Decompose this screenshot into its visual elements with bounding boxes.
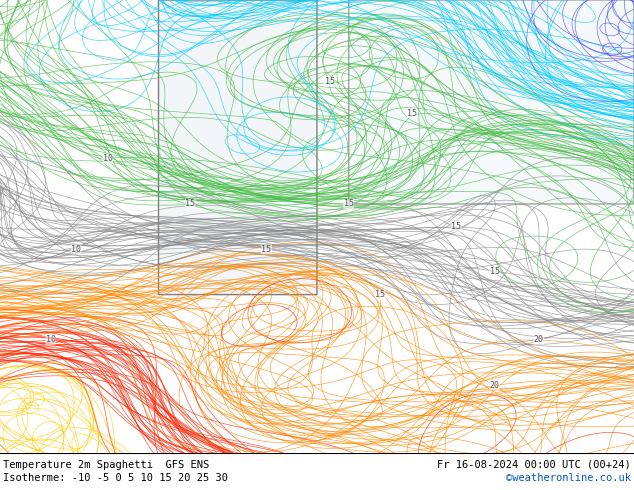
Text: 15: 15 [407, 109, 417, 118]
Text: 15: 15 [451, 222, 462, 231]
Text: 10: 10 [46, 336, 56, 344]
Text: 10: 10 [71, 245, 81, 254]
Text: Temperature 2m Spaghetti  GFS ENS: Temperature 2m Spaghetti GFS ENS [3, 460, 209, 470]
Text: 10: 10 [103, 154, 113, 163]
Text: ©weatheronline.co.uk: ©weatheronline.co.uk [506, 473, 631, 483]
Text: 20: 20 [534, 336, 544, 344]
Text: 15: 15 [185, 199, 195, 208]
Text: Isotherme: -10 -5 0 5 10 15 20 25 30: Isotherme: -10 -5 0 5 10 15 20 25 30 [3, 473, 228, 483]
Text: 15: 15 [375, 290, 385, 299]
Text: 20: 20 [489, 381, 500, 390]
Text: 15: 15 [489, 268, 500, 276]
FancyBboxPatch shape [349, 0, 634, 204]
Text: 15: 15 [344, 199, 354, 208]
Text: 15: 15 [261, 245, 271, 254]
Text: 15: 15 [325, 77, 335, 86]
FancyBboxPatch shape [158, 0, 317, 294]
Text: Fr 16-08-2024 00:00 UTC (00+24): Fr 16-08-2024 00:00 UTC (00+24) [437, 460, 631, 470]
